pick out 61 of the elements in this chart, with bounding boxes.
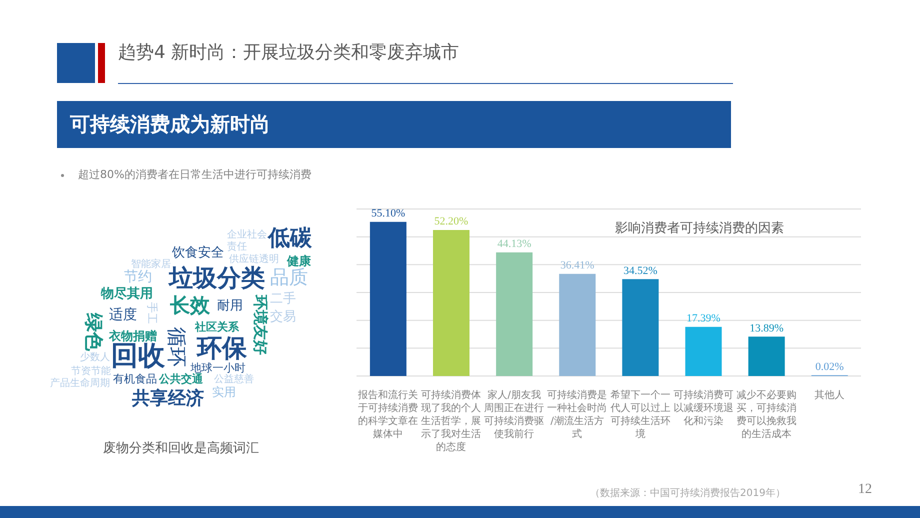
text: 公益慈善 bbox=[214, 374, 254, 385]
text: 环保 bbox=[197, 334, 247, 362]
data-label: 13.89% bbox=[750, 322, 784, 334]
text: 少数人 bbox=[80, 352, 110, 363]
text: 社区关系 bbox=[195, 320, 239, 334]
text: 共享经济 bbox=[132, 388, 204, 409]
text: 二手 bbox=[270, 292, 296, 306]
x-tick-label: 可持续消费可以减缓环境退化和污染 bbox=[673, 388, 734, 426]
data-label: 55.10% bbox=[371, 208, 406, 220]
data-label: 36.41% bbox=[560, 260, 594, 272]
data-label: 44.13% bbox=[497, 238, 532, 250]
text: 低碳 bbox=[268, 226, 312, 251]
text: 垃圾分类 bbox=[169, 264, 265, 292]
x-tick-label: 家人/朋友我周围正在进行可持续消费驱使我前行 bbox=[484, 388, 544, 440]
text: 有机食品 bbox=[113, 372, 157, 386]
text: 废物分类和回收是高频词汇 bbox=[103, 441, 259, 457]
text: 饮食安全 bbox=[172, 246, 224, 260]
x-tick-label: 报告和流行关于可持续消费的科学文章在媒体中 bbox=[357, 388, 418, 440]
banner: 可持续消费成为新时尚 bbox=[57, 101, 731, 148]
text: 供应链透明 bbox=[229, 254, 279, 265]
x-tick-label: 其他人 bbox=[814, 388, 844, 400]
bar bbox=[496, 252, 533, 376]
text: 12 bbox=[858, 482, 872, 499]
data-label: 17.39% bbox=[686, 312, 720, 325]
text: 节约 bbox=[124, 269, 152, 285]
text: 企业社会责任 bbox=[227, 230, 267, 252]
text: 物尽其用 bbox=[101, 286, 153, 302]
data-label: 52.20% bbox=[434, 216, 468, 228]
text: 长效 bbox=[170, 293, 210, 317]
bar bbox=[685, 326, 722, 376]
text: 超过80%的消费者在日常生活中进行可持续消费 bbox=[78, 168, 312, 182]
text: 衣物捐赠 bbox=[109, 329, 157, 343]
text: 耐用 bbox=[217, 298, 243, 314]
text: （数据来源：中国可持续消费报告2019年） bbox=[590, 488, 786, 500]
x-tick-label: 希望下一个一代人可以过上可持续生活环境 bbox=[609, 388, 670, 440]
x-tick-label: 可持续消费体现了我的个人生活哲学，展示了我对生活的态度 bbox=[421, 388, 482, 452]
text: 健康 bbox=[287, 254, 311, 268]
bar bbox=[370, 222, 406, 376]
text: 公共交通 bbox=[159, 372, 203, 386]
text: 品质 bbox=[270, 266, 308, 288]
bar bbox=[748, 336, 785, 376]
data-label: 0.02% bbox=[815, 360, 844, 373]
data-label: 34.52% bbox=[623, 264, 658, 277]
text: 手工 bbox=[146, 302, 158, 324]
text: 地球一小时 bbox=[190, 361, 246, 374]
text: 影响消费者可持续消费的因素 bbox=[615, 221, 784, 237]
text: 循环 bbox=[165, 327, 189, 367]
bar bbox=[559, 274, 596, 376]
x-tick-label: 可持续消费是一种社会时尚/潮流生活方式 bbox=[547, 388, 608, 440]
text: 交易 bbox=[270, 310, 296, 324]
bar bbox=[433, 230, 470, 376]
text: 实用 bbox=[212, 385, 236, 399]
bar bbox=[622, 279, 659, 376]
text: 回收 bbox=[111, 340, 165, 372]
text: 环境友好 bbox=[252, 295, 270, 355]
text: 绿色 bbox=[82, 313, 104, 351]
x-tick-label: 减少不必要购买，可持续消费可以挽救我的生活成本 bbox=[736, 388, 796, 440]
text: 趋势4 新时尚：开展垃圾分类和零废弃城市 bbox=[118, 42, 460, 64]
text: 适度 bbox=[109, 307, 137, 323]
text: 节资节能 bbox=[71, 366, 111, 377]
text: 产品生命周期 bbox=[50, 378, 110, 389]
